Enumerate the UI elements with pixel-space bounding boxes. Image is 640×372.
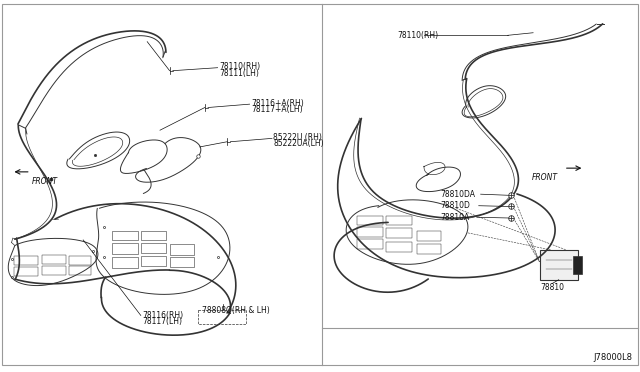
Text: 78116+A(RH): 78116+A(RH): [251, 99, 303, 108]
Bar: [386, 228, 412, 238]
Bar: [112, 257, 138, 268]
Bar: [112, 231, 138, 240]
Text: 78110(RH): 78110(RH): [397, 31, 438, 40]
Text: 85222U (RH): 85222U (RH): [273, 133, 322, 142]
Bar: [42, 255, 66, 264]
Text: 78111(LH): 78111(LH): [219, 69, 259, 78]
Bar: [14, 267, 38, 276]
Bar: [69, 266, 91, 275]
Text: FRONT: FRONT: [531, 173, 557, 182]
Bar: [357, 216, 383, 225]
Bar: [357, 227, 383, 237]
Bar: [417, 231, 441, 241]
Bar: [386, 242, 412, 252]
Bar: [141, 231, 166, 240]
Bar: [573, 256, 582, 274]
Bar: [357, 239, 383, 249]
FancyBboxPatch shape: [540, 250, 578, 280]
Bar: [69, 256, 91, 265]
Text: 78810A: 78810A: [440, 213, 470, 222]
Text: 78117+A(LH): 78117+A(LH): [251, 105, 303, 114]
Bar: [141, 243, 166, 253]
Bar: [386, 216, 412, 225]
Text: 78810DA: 78810DA: [440, 190, 476, 199]
Text: 78808Q(RH & LH): 78808Q(RH & LH): [202, 306, 269, 315]
Bar: [170, 257, 194, 267]
Text: J78000L8: J78000L8: [593, 353, 632, 362]
Bar: [417, 244, 441, 254]
Text: 78810D: 78810D: [440, 201, 470, 210]
Bar: [112, 243, 138, 254]
Text: 78810: 78810: [541, 283, 564, 292]
Bar: [14, 256, 38, 265]
Text: 78116(RH): 78116(RH): [143, 311, 184, 320]
Text: 85222UA(LH): 85222UA(LH): [273, 140, 324, 148]
Text: 78110(RH): 78110(RH): [219, 62, 260, 71]
Bar: [170, 244, 194, 255]
Bar: [42, 266, 66, 275]
Text: FRONT: FRONT: [32, 177, 58, 186]
Text: 78117(LH): 78117(LH): [143, 317, 183, 326]
Bar: [141, 256, 166, 266]
